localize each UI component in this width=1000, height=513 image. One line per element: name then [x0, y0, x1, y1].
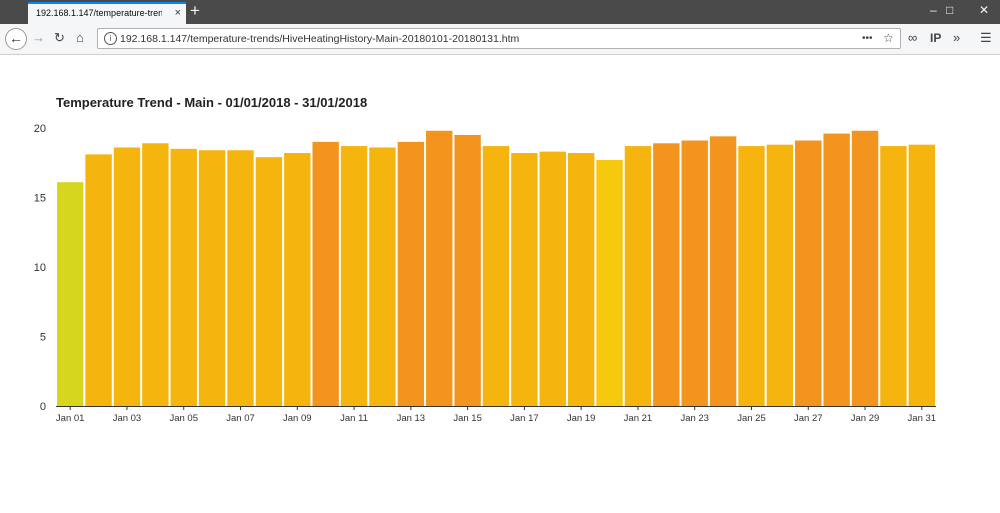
x-tick-label: Jan 07	[226, 413, 255, 424]
maximize-icon[interactable]: □	[946, 3, 954, 17]
x-tick-label: Jan 11	[340, 413, 368, 424]
x-tick-label: Jan 27	[794, 413, 823, 424]
y-tick-label: 15	[34, 193, 46, 205]
bar-jan-21[interactable]	[624, 146, 652, 406]
bar-jan-06[interactable]	[198, 150, 226, 406]
bar-jan-23[interactable]	[681, 140, 708, 406]
bar-jan-28[interactable]	[823, 133, 850, 406]
bar-jan-15[interactable]	[454, 134, 481, 406]
x-tick-label: Jan 15	[453, 413, 482, 424]
page-content: Temperature Trend - Main - 01/01/2018 - …	[0, 55, 1000, 513]
temperature-bar-chart: 0 5 10 15 20 Jan 01 Jan 03 Jan 05 Jan 07 Jan 09 Ja…	[34, 123, 937, 424]
x-tick-label: Jan 09	[283, 413, 312, 424]
bar-jan-26[interactable]	[766, 144, 794, 406]
bar-jan-18[interactable]	[539, 151, 566, 406]
hamburger-menu-icon[interactable]: ☰	[980, 30, 992, 45]
home-icon[interactable]: ⌂	[76, 30, 84, 45]
bar-jan-08[interactable]	[255, 157, 283, 406]
x-tick-label: Jan 17	[510, 413, 539, 424]
bar-jan-11[interactable]	[340, 146, 368, 406]
url-bar[interactable]: i 192.168.1.147/temperature-trends/HiveH…	[97, 28, 901, 49]
bar-jan-22[interactable]	[653, 143, 680, 406]
bar-jan-30[interactable]	[880, 146, 907, 406]
bar-jan-24[interactable]	[709, 136, 737, 406]
site-info-icon[interactable]: i	[104, 32, 117, 45]
x-tick-label: Jan 29	[851, 413, 880, 424]
bar-jan-14[interactable]	[426, 130, 453, 406]
overflow-menu-icon[interactable]: »	[953, 30, 961, 45]
x-tick-label: Jan 03	[113, 413, 142, 424]
url-text[interactable]: 192.168.1.147/temperature-trends/HiveHea…	[120, 33, 520, 45]
page-actions-icon[interactable]: •••	[862, 33, 873, 44]
back-button-icon[interactable]: ←	[5, 28, 27, 50]
x-tick-label: Jan 25	[737, 413, 766, 424]
bar-jan-02[interactable]	[85, 154, 112, 406]
y-tick-label: 5	[40, 332, 46, 344]
tab-active[interactable]: 192.168.1.147/temperature-trends/HiveHea…	[28, 2, 186, 24]
x-tick-label: Jan 31	[908, 413, 937, 424]
bar-jan-19[interactable]	[567, 153, 595, 406]
navigation-toolbar: ← → ↻ ⌂ i 192.168.1.147/temperature-tren…	[0, 24, 1000, 55]
x-tick-label: Jan 19	[567, 413, 596, 424]
y-tick-label: 10	[34, 262, 46, 274]
x-tick-label: Jan 13	[397, 413, 426, 424]
ip-extension-icon[interactable]: IP	[930, 31, 942, 45]
x-tick-label: Jan 23	[680, 413, 709, 424]
bar-jan-01[interactable]	[57, 182, 84, 406]
bookmark-star-icon[interactable]: ☆	[883, 31, 894, 45]
bar-jan-27[interactable]	[795, 140, 822, 406]
bar-jan-31[interactable]	[908, 144, 935, 406]
bar-jan-12[interactable]	[369, 147, 396, 406]
close-window-icon[interactable]: ✕	[979, 3, 990, 17]
bar-jan-25[interactable]	[738, 146, 765, 406]
x-tick-label: Jan 01	[56, 413, 85, 424]
bar-jan-03[interactable]	[113, 147, 141, 406]
y-tick-label: 0	[40, 401, 46, 413]
reload-icon[interactable]: ↻	[54, 30, 65, 45]
x-tick-label: Jan 21	[624, 413, 653, 424]
bar-jan-16[interactable]	[482, 146, 510, 406]
privacy-mask-icon[interactable]: ∞	[908, 30, 918, 45]
bar-jan-17[interactable]	[511, 153, 538, 406]
forward-button-icon[interactable]: →	[32, 30, 45, 45]
bar-jan-04[interactable]	[142, 143, 169, 406]
y-tick-label: 20	[34, 123, 46, 135]
bar-jan-13[interactable]	[397, 141, 425, 406]
new-tab-button[interactable]: +	[190, 1, 200, 20]
tab-strip: 192.168.1.147/temperature-trends/HiveHea…	[0, 0, 1000, 24]
tab-title: 192.168.1.147/temperature-trends/HiveHea…	[36, 8, 162, 18]
minimize-icon[interactable]: –	[930, 3, 937, 17]
bar-jan-09[interactable]	[284, 153, 311, 406]
bar-jan-07[interactable]	[227, 150, 254, 406]
bar-jan-29[interactable]	[851, 130, 879, 406]
tab-close-icon[interactable]: ×	[174, 7, 181, 19]
chart-title: Temperature Trend - Main - 01/01/2018 - …	[56, 95, 368, 110]
bar-jan-10[interactable]	[312, 141, 339, 406]
bar-jan-05[interactable]	[170, 148, 197, 406]
bar-jan-20[interactable]	[596, 159, 623, 406]
x-tick-label: Jan 05	[169, 413, 198, 424]
